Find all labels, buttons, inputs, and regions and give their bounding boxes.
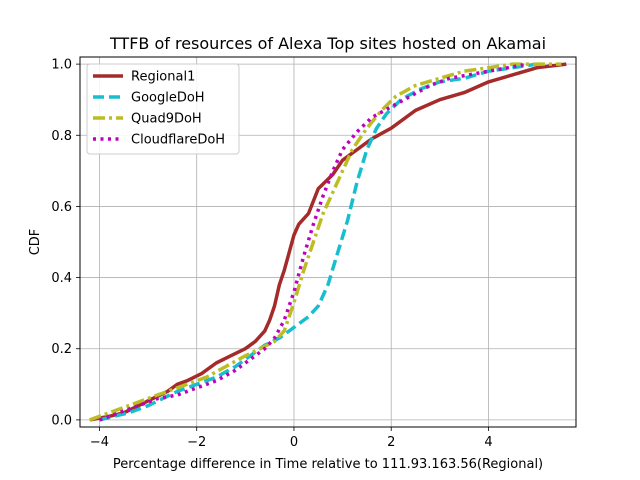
y-tick-label: 1.0	[51, 58, 72, 73]
y-axis-label: CDF	[28, 229, 43, 256]
x-tick-label: 2	[387, 435, 395, 450]
x-tick-label: −2	[187, 435, 206, 450]
legend-box	[86, 63, 240, 155]
x-axis-label: Percentage difference in Time relative t…	[113, 457, 543, 472]
x-tick-label: 4	[484, 435, 492, 450]
legend: Regional1 GoogleDoH Quad9DoH CloudflareDoH	[86, 63, 240, 155]
y-tick-label: 0.4	[51, 271, 72, 286]
x-tick-label: 0	[290, 435, 298, 450]
x-tick-label: −4	[90, 435, 109, 450]
chart-title: TTFB of resources of Alexa Top sites hos…	[109, 34, 546, 53]
y-axis: 0.0 0.2 0.4 0.6 0.8 1.0	[51, 58, 80, 428]
legend-label-regional1: Regional1	[131, 70, 195, 85]
plot-lines	[89, 62, 567, 422]
series-line-regional1	[89, 62, 567, 422]
legend-label-quad9doh: Quad9DoH	[131, 112, 202, 127]
series-line-cloudflaredoh	[98, 62, 528, 422]
legend-label-cloudflaredoh: CloudflareDoH	[131, 133, 225, 148]
y-tick-label: 0.8	[51, 129, 72, 144]
grid	[80, 57, 576, 427]
x-axis: −4 −2 0 2 4	[90, 427, 493, 450]
plot-frame	[79, 56, 577, 428]
y-tick-label: 0.6	[51, 200, 72, 215]
series-line-quad9doh	[89, 62, 562, 422]
y-tick-label: 0.2	[51, 342, 72, 357]
legend-label-googledoh: GoogleDoH	[131, 91, 205, 106]
y-tick-label: 0.0	[51, 413, 72, 428]
